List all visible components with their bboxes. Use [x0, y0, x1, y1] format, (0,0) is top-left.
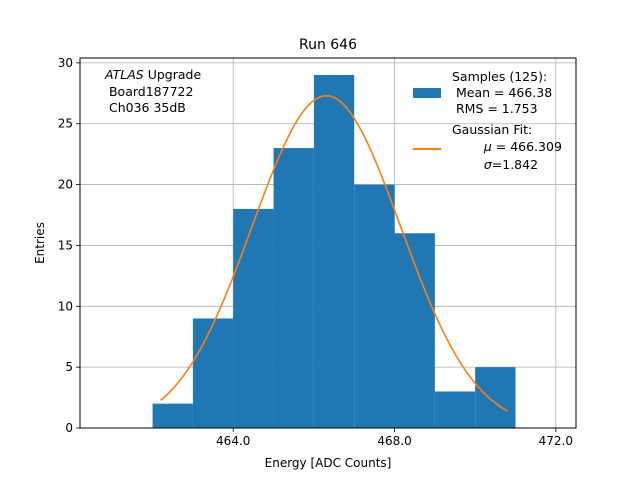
annotation-upgrade-text: Upgrade	[144, 67, 202, 82]
fit-layer	[160, 94, 508, 412]
legend-fit-sigma-value: =1.842	[492, 157, 538, 172]
legend-samples-title: Samples (125):	[452, 69, 547, 84]
y-tick-label: 10	[58, 299, 73, 313]
legend-fit-sigma-symbol: σ	[484, 157, 493, 172]
svg-text:μ = 466.309: μ = 466.309	[456, 139, 582, 154]
annotation-channel-text: Ch036 35dB	[105, 100, 186, 115]
annotation-atlas-italic: ATLAS	[104, 67, 144, 82]
legend-samples-rms: RMS = 1.753	[452, 101, 538, 116]
x-axis-label: Energy [ADC Counts]	[265, 456, 392, 470]
y-tick-label: 20	[58, 178, 73, 192]
y-tick-label: 5	[65, 360, 73, 374]
legend: Samples (125): Mean = 466.38 RMS = 1.753…	[413, 69, 582, 172]
y-axis-label: Entries	[33, 222, 47, 264]
y-tick-label: 25	[58, 117, 73, 131]
histogram-bar	[273, 148, 314, 428]
legend-samples-swatch	[413, 88, 441, 98]
legend-fit-mu-value: = 466.309	[492, 139, 562, 154]
x-tick-label: 468.0	[377, 434, 411, 448]
chart-title: Run 646	[299, 37, 357, 53]
ticks-layer: 464.0 468.0 472.0 0 5 10 15 20 25 30	[58, 56, 573, 448]
histogram-bar	[313, 75, 355, 428]
x-tick-label: 464.0	[216, 434, 250, 448]
legend-fit-title: Gaussian Fit:	[452, 122, 532, 137]
histogram-bar	[354, 184, 395, 428]
x-tick-label: 472.0	[539, 434, 573, 448]
histogram-bar	[192, 318, 234, 428]
histogram-bar	[152, 403, 193, 428]
y-tick-label: 15	[58, 238, 73, 252]
y-tick-label: 30	[58, 56, 73, 70]
svg-text:σ=1.842: σ=1.842	[456, 157, 558, 172]
legend-fit-mu-symbol: μ	[483, 139, 492, 154]
atlas-annotation: ATLAS Upgrade Board187722 Ch036 35dB	[104, 67, 201, 115]
histogram-bar	[233, 208, 274, 428]
svg-text:ATLAS Upgrade: ATLAS Upgrade	[104, 67, 201, 82]
histogram-bar	[475, 367, 516, 428]
plot-frame	[79, 57, 577, 429]
y-tick-label: 0	[65, 421, 73, 435]
annotation-board-text: Board187722	[105, 84, 193, 99]
legend-samples-mean: Mean = 466.38	[452, 85, 552, 100]
bars-layer	[152, 75, 516, 428]
gaussian-fit-curve	[160, 94, 508, 412]
histogram-bar	[434, 391, 476, 428]
